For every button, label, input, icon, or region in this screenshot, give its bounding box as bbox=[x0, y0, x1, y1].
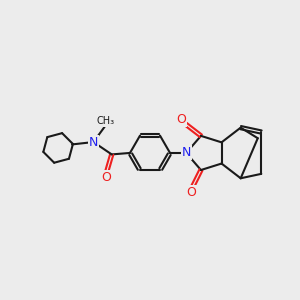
Text: CH₃: CH₃ bbox=[97, 116, 115, 126]
Text: O: O bbox=[186, 186, 196, 199]
Text: N: N bbox=[182, 146, 191, 159]
Text: O: O bbox=[101, 172, 111, 184]
Text: O: O bbox=[177, 113, 186, 127]
Text: N: N bbox=[89, 136, 98, 148]
